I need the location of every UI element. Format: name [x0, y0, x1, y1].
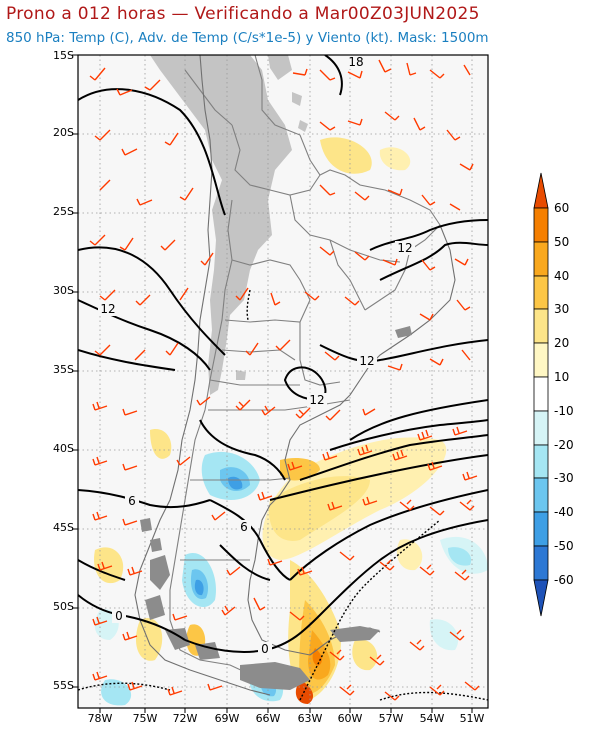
- contour-label-6-west: 6: [128, 494, 136, 508]
- colorbar-bin-minus20-minus30: [533, 444, 549, 479]
- contour-label-12-west: 12: [100, 302, 115, 316]
- freezing-contours: [78, 289, 488, 701]
- colorbar-label-minus60: -60: [554, 573, 574, 587]
- lat-label-40s: 40S: [53, 442, 74, 455]
- contour-label-6-center: 6: [240, 520, 248, 534]
- lat-label-50s: 50S: [53, 600, 74, 613]
- contour-label-12-northeast: 12: [397, 241, 412, 255]
- colorbar-label-minus50: -50: [554, 539, 574, 553]
- lat-label-20s: 20S: [53, 126, 74, 139]
- colorbar-label-20: 20: [554, 336, 570, 350]
- colorbar-label-minus40: -40: [554, 505, 574, 519]
- colorbar-label-10: 10: [554, 370, 570, 384]
- colorbar-bin-neutral: [533, 376, 549, 412]
- lon-label-57w: 57W: [378, 712, 404, 725]
- contour-label-12-east: 12: [359, 354, 374, 368]
- colorbar-label-minus10: -10: [554, 404, 574, 418]
- lon-label-66w: 66W: [255, 712, 281, 725]
- country-boundaries: [169, 55, 441, 673]
- lat-label-35s: 35S: [53, 363, 74, 376]
- wind-barbs: [89, 59, 480, 701]
- contour-labels: 18 12 12 12 12 6 6 0 0: [98, 55, 415, 656]
- colorbar-bin-40-50: [533, 241, 549, 277]
- lon-label-51w: 51W: [459, 712, 485, 725]
- map-frame: [77, 54, 489, 709]
- colorbar-bin-30-40: [533, 275, 549, 310]
- lat-label-55s: 55S: [53, 679, 74, 692]
- colorbar-label-40: 40: [554, 269, 570, 283]
- contour-label-0-south: 0: [261, 642, 269, 656]
- colorbar-bin-50-60: [533, 207, 549, 243]
- lat-label-45s: 45S: [53, 521, 74, 534]
- colorbar-bin-minus40-minus50: [533, 511, 549, 547]
- colorbar-bottom-arrow: [533, 579, 549, 617]
- lon-label-78w: 78W: [87, 712, 113, 725]
- lon-label-72w: 72W: [172, 712, 198, 725]
- colorbar-label-minus30: -30: [554, 471, 574, 485]
- lat-label-25s: 25S: [53, 205, 74, 218]
- map-background: [78, 55, 488, 708]
- axis-ticks: [72, 54, 473, 713]
- colorbar-bin-20-30: [533, 308, 549, 344]
- colorbar-label-50: 50: [554, 235, 570, 249]
- colorbar-top-arrow: [533, 172, 549, 209]
- colorbar-bin-minus50-minus60: [533, 545, 549, 581]
- islands: [140, 326, 412, 690]
- map-title: Prono a 012 horas — Verificando a Mar00Z…: [6, 4, 480, 24]
- terrain-mask: [150, 55, 308, 395]
- colorbar: [533, 172, 549, 617]
- colorbar-label-minus20: -20: [554, 438, 574, 452]
- colorbar-bin-10-20: [533, 342, 549, 378]
- contour-label-12-center: 12: [309, 393, 324, 407]
- contour-label-0-west: 0: [115, 609, 123, 623]
- lat-label-30s: 30S: [53, 284, 74, 297]
- lon-label-60w: 60W: [337, 712, 363, 725]
- lon-label-63w: 63W: [297, 712, 323, 725]
- contour-label-18: 18: [348, 55, 363, 69]
- colorbar-label-60: 60: [554, 201, 570, 215]
- colorbar-label-30: 30: [554, 302, 570, 316]
- temperature-contours: [78, 55, 488, 653]
- lon-label-69w: 69W: [214, 712, 240, 725]
- lon-label-54w: 54W: [419, 712, 445, 725]
- colorbar-bin-minus30-minus40: [533, 477, 549, 513]
- map-subtitle: 850 hPa: Temp (C), Adv. de Temp (C/s*1e-…: [6, 30, 489, 46]
- lat-label-15s: 15S: [53, 49, 74, 62]
- colorbar-bin-minus10-minus20: [533, 410, 549, 446]
- lon-label-75w: 75W: [132, 712, 158, 725]
